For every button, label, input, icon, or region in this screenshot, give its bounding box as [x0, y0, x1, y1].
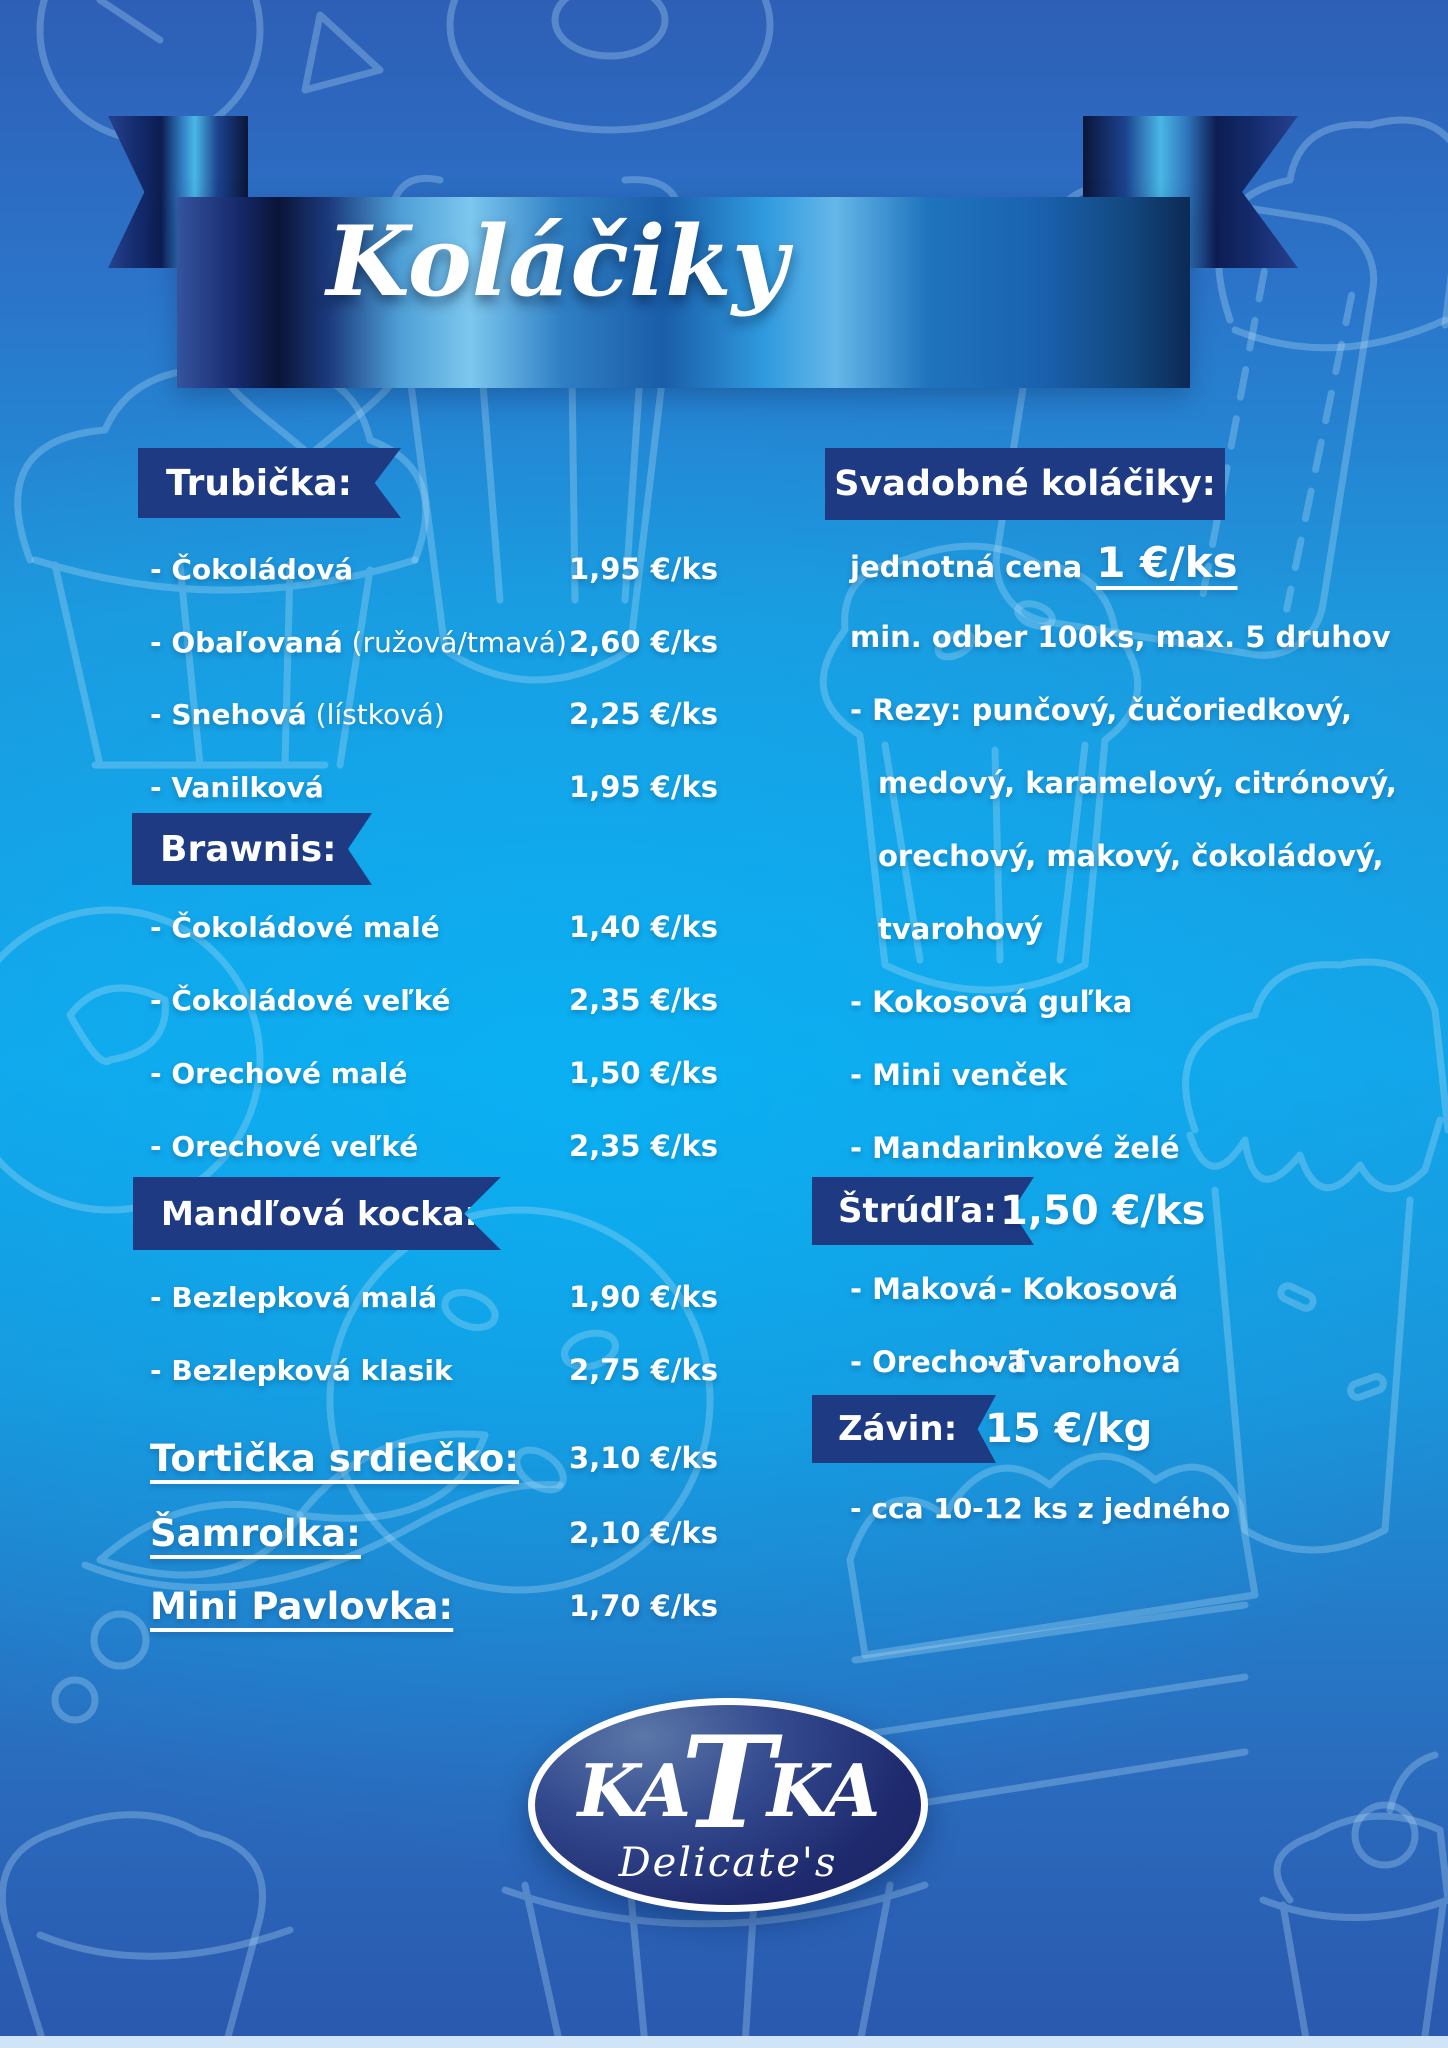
menu-item-row: - Čokoládové malé 1,40 €/ks	[150, 910, 718, 944]
page-title: Koláčiky	[326, 205, 788, 318]
section-header: Mandľová kocka:	[161, 1194, 478, 1233]
decorated-cookie-doodle-icon	[326, 1206, 714, 1594]
menu-item-row: - Orechové malé 1,50 €/ks	[150, 1056, 718, 1090]
wedding-item: - Kokosová guľka	[850, 985, 1133, 1019]
brand-subtitle: Delicate's	[618, 1840, 838, 1886]
item-price: 1,70 €/ks	[569, 1589, 718, 1623]
menu-item-row: - Obaľovaná (ružová/tmavá) 2,60 €/ks	[150, 625, 718, 659]
item-price: 2,10 €/ks	[569, 1516, 718, 1550]
donut-doodle-icon	[446, 0, 774, 134]
section-banner-svadobne-kolaciky: Svadobné koláčiky:	[825, 448, 1225, 520]
item-price: 3,10 €/ks	[569, 1441, 718, 1475]
berry-doodle-icon	[90, 1610, 150, 1670]
brand-logo: KA T KA Delicate's	[528, 1698, 928, 1912]
menu-item-row: - Čokoládová 1,95 €/ks	[150, 552, 718, 586]
item-name: - Orechové malé	[150, 1056, 408, 1090]
wedding-item: - Mini venček	[850, 1058, 1067, 1092]
section-header: Závin:	[838, 1409, 958, 1449]
item-name: - Čokoládová	[150, 552, 354, 586]
zavin-price: 15 €/kg	[985, 1406, 1153, 1452]
leaf-doodle-icon	[96, 1500, 304, 1579]
menu-item-row: - Orechové veľké 2,35 €/ks	[150, 1129, 718, 1163]
min-order-note: min. odber 100ks, max. 5 druhov	[850, 620, 1391, 654]
layer-cake-doodle-icon	[846, 1452, 1259, 1659]
item-name: - Čokoládové malé	[150, 910, 440, 944]
item-price: 2,35 €/ks	[569, 1129, 718, 1163]
muffin-doodle-icon	[0, 1811, 266, 2048]
item-price: 1,95 €/ks	[569, 770, 718, 804]
zavin-note: - cca 10-12 ks z jedného	[850, 1492, 1231, 1525]
muffin-doodle-icon	[819, 542, 1142, 994]
flag-doodle-icon	[301, 11, 384, 94]
section-banner-strudla: Štrúdľa:	[812, 1177, 1034, 1245]
wedding-item: - Mandarinkové želé	[850, 1131, 1180, 1165]
special-name: Šamrolka:	[150, 1511, 361, 1555]
unit-price-row: jednotná cena 1 €/ks	[850, 538, 1238, 587]
wrapper-doodle-icon	[386, 174, 684, 684]
swirl-doodle-icon	[0, 906, 264, 1214]
item-price: 2,35 €/ks	[569, 983, 718, 1017]
item-name: - Bezlepková malá	[150, 1280, 438, 1314]
brand-letters: KA	[766, 1748, 881, 1833]
menu-item-row: - Bezlepková malá 1,90 €/ks	[150, 1280, 718, 1314]
unit-price-value: 1 €/ks	[1096, 538, 1238, 587]
strudla-variants-row: - Maková - Kokosová	[850, 1272, 1178, 1306]
strudla-variant: - Maková	[850, 1272, 998, 1306]
item-price: 2,60 €/ks	[569, 625, 718, 659]
item-price: 1,90 €/ks	[569, 1280, 718, 1314]
item-name: - Čokoládové veľké	[150, 983, 451, 1017]
bottom-edge-strip	[0, 2036, 1448, 2048]
strudla-variant: - Orechová	[850, 1345, 1027, 1379]
strudla-variant: - Tvarohová	[987, 1345, 1181, 1379]
item-name: - Vanilková	[150, 770, 324, 804]
strudla-price: 1,50 €/ks	[1000, 1188, 1206, 1234]
item-name: - Snehová (lístková)	[150, 697, 445, 731]
section-banner-zavin: Závin:	[812, 1395, 996, 1463]
item-price: 2,75 €/ks	[569, 1353, 718, 1387]
item-price: 2,25 €/ks	[569, 697, 718, 731]
section-header: Svadobné koláčiky:	[834, 464, 1216, 504]
frosted-cupcake-doodle-icon	[1182, 958, 1448, 1134]
strudla-variant: - Kokosová	[1000, 1272, 1179, 1306]
special-name: Tortička srdiečko:	[150, 1436, 520, 1480]
item-name: - Obaľovaná (ružová/tmavá)	[150, 625, 567, 659]
menu-item-row: - Bezlepková klasik 2,75 €/ks	[150, 1353, 718, 1387]
item-name: - Bezlepková klasik	[150, 1353, 453, 1387]
rezy-flavors-line: tvarohový	[878, 912, 1043, 946]
rezy-flavors-line: - Rezy: punčový, čučoriedkový,	[850, 693, 1353, 727]
brand-name: KA T KA	[577, 1720, 881, 1854]
section-header: Brawnis:	[160, 828, 337, 870]
special-item-row: Mini Pavlovka: 1,70 €/ks	[150, 1578, 718, 1634]
menu-item-row: - Vanilková 1,95 €/ks	[150, 770, 718, 804]
brand-letters: KA	[577, 1748, 692, 1833]
special-name: Mini Pavlovka:	[150, 1584, 454, 1628]
item-price: 1,50 €/ks	[569, 1056, 718, 1090]
section-header: Trubička:	[166, 462, 353, 504]
rezy-flavors-line: orechový, makový, čokoládový,	[878, 839, 1384, 873]
unit-price-label: jednotná cena	[850, 550, 1083, 584]
item-price: 1,95 €/ks	[569, 552, 718, 586]
special-item-row: Tortička srdiečko: 3,10 €/ks	[150, 1430, 718, 1486]
section-banner-brawnis: Brawnis:	[132, 813, 372, 885]
section-banner-mandlova-kocka: Mandľová kocka:	[133, 1177, 501, 1250]
item-name: - Orechové veľké	[150, 1129, 419, 1163]
brand-letter-t: T	[681, 1709, 775, 1857]
rezy-flavors-line: medový, karamelový, citrónový,	[878, 766, 1397, 800]
menu-item-row: - Čokoládové veľké 2,35 €/ks	[150, 983, 718, 1017]
strudla-variants-row: - Orechová - Tvarohová	[850, 1345, 1181, 1379]
section-header: Štrúdľa:	[838, 1191, 997, 1231]
menu-item-row: - Snehová (lístková) 2,25 €/ks	[150, 697, 718, 731]
section-banner-trubicka: Trubička:	[138, 448, 401, 518]
special-item-row: Šamrolka: 2,10 €/ks	[150, 1505, 718, 1561]
item-price: 1,40 €/ks	[569, 910, 718, 944]
title-ribbon: Koláčiky	[177, 197, 1190, 388]
cherry-doodle-icon	[1351, 1801, 1419, 1869]
